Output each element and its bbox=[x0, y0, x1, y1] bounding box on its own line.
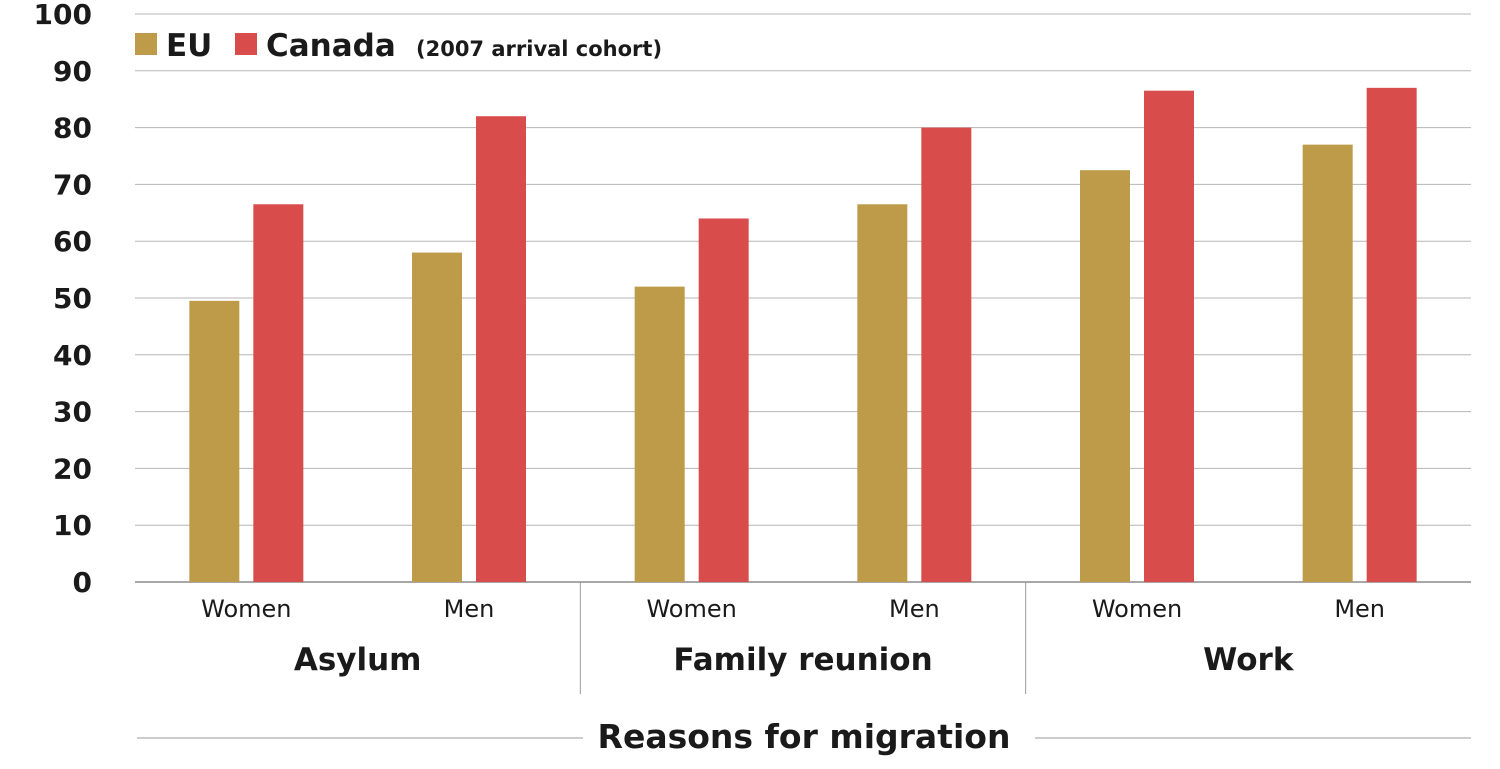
y-tick-label: 40 bbox=[53, 339, 92, 372]
bar-eu-0 bbox=[189, 300, 240, 582]
y-tick-label: 80 bbox=[53, 112, 92, 145]
gridlines bbox=[135, 13, 1471, 583]
bar-canada-2 bbox=[698, 218, 749, 583]
legend-note: (2007 arrival cohort) bbox=[416, 37, 662, 61]
y-tick-label: 20 bbox=[53, 452, 92, 485]
x-category-label: Women bbox=[1092, 595, 1182, 623]
bar-eu-4 bbox=[1080, 170, 1130, 582]
bar-eu-2 bbox=[634, 286, 685, 582]
bars bbox=[189, 87, 1417, 583]
x-group-label: Family reunion bbox=[673, 642, 932, 678]
y-tick-label: 60 bbox=[53, 225, 92, 258]
y-tick-label: 0 bbox=[73, 566, 92, 599]
y-tick-label: 30 bbox=[53, 396, 92, 429]
x-axis-title-group: Reasons for migration bbox=[137, 717, 1471, 756]
y-tick-label: 90 bbox=[53, 55, 92, 88]
bar-canada-1 bbox=[476, 116, 526, 583]
x-category-label: Men bbox=[1334, 595, 1385, 623]
x-category-label: Men bbox=[444, 595, 495, 623]
x-axis-title: Reasons for migration bbox=[598, 717, 1011, 756]
bar-eu-1 bbox=[412, 252, 462, 582]
x-category-label: Women bbox=[201, 595, 291, 623]
legend-label-eu: EU bbox=[166, 28, 212, 64]
y-tick-label: 100 bbox=[34, 0, 92, 31]
x-group-label: Work bbox=[1203, 642, 1295, 678]
y-axis-ticks: 0 10 20 30 40 50 60 70 80 90 100 bbox=[34, 0, 92, 599]
bar-canada-0 bbox=[253, 204, 304, 582]
legend: EU Canada (2007 arrival cohort) bbox=[135, 28, 662, 64]
bar-eu-5 bbox=[1302, 144, 1353, 582]
x-category-label: Men bbox=[889, 595, 940, 623]
x-axis: Women Men Women Men Women Men Asylum Family reu… bbox=[201, 582, 1385, 694]
bar-canada-4 bbox=[1144, 90, 1194, 583]
bar-canada-5 bbox=[1366, 87, 1417, 582]
bar-canada-3 bbox=[921, 127, 972, 582]
y-tick-label: 50 bbox=[53, 282, 92, 315]
legend-label-canada: Canada bbox=[266, 28, 396, 64]
legend-swatch-eu bbox=[135, 33, 157, 55]
y-tick-label: 70 bbox=[53, 168, 92, 201]
y-tick-label: 10 bbox=[53, 509, 92, 542]
legend-swatch-canada bbox=[235, 33, 257, 55]
x-group-label: Asylum bbox=[294, 642, 422, 678]
x-category-label: Women bbox=[646, 595, 736, 623]
bar-eu-3 bbox=[857, 204, 908, 582]
